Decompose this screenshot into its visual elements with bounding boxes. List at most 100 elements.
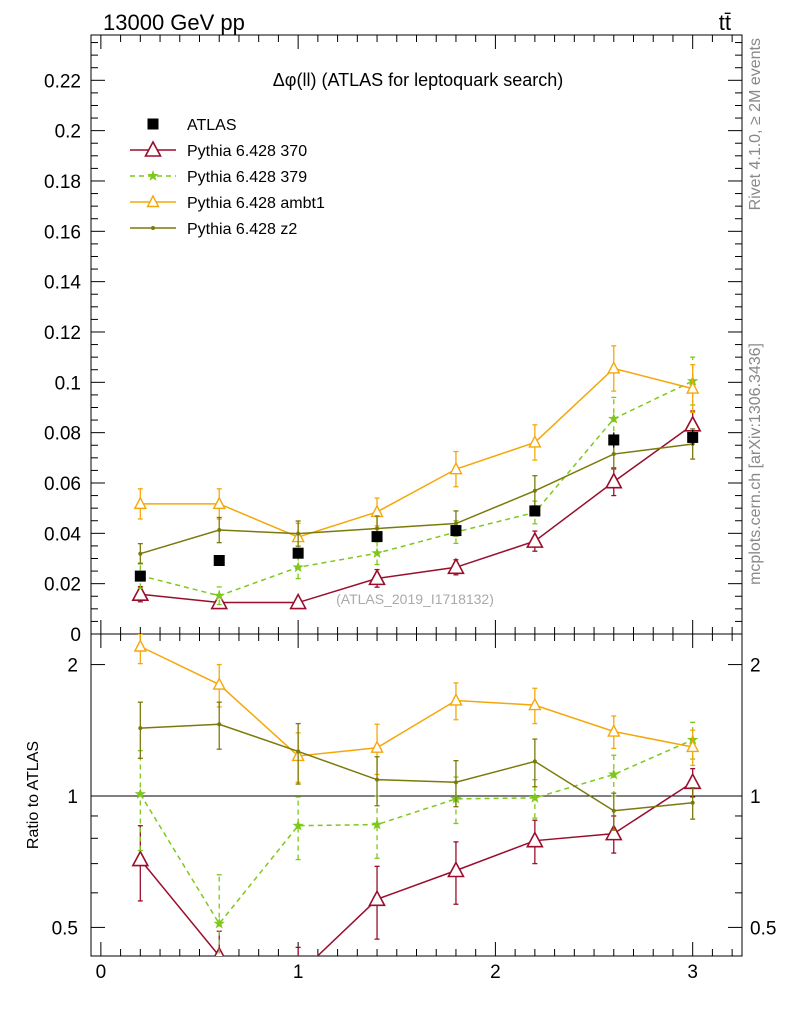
data-point	[371, 547, 383, 559]
series-atlas	[134, 429, 699, 582]
side-label-top: Rivet 4.1.0, ≥ 2M events	[747, 38, 764, 210]
data-point	[292, 819, 304, 831]
data-point	[144, 140, 162, 157]
series-line	[140, 424, 694, 604]
data-point	[611, 452, 616, 457]
data-point	[217, 528, 222, 533]
legend-label: ATLAS	[187, 117, 237, 134]
data-point	[686, 739, 700, 753]
data-point	[147, 118, 159, 130]
data-point	[368, 568, 386, 586]
side-label-bottom: mcplots.cern.ch [arXiv:1306.3436]	[747, 343, 764, 585]
legend-item: ATLAS	[147, 117, 237, 134]
series-pythia-6-428-370	[131, 768, 702, 956]
data-point	[292, 547, 304, 559]
data-point	[532, 759, 537, 764]
data-point	[292, 561, 304, 573]
data-point	[370, 740, 384, 753]
data-point	[134, 788, 147, 799]
data-point	[370, 504, 384, 518]
data-point	[151, 226, 155, 230]
data-point	[212, 677, 226, 690]
data-point	[607, 360, 621, 374]
watermark-label: (ATLAS_2019_I1718132)	[336, 591, 494, 607]
x-tick-label: 3	[687, 962, 698, 983]
data-point	[138, 551, 143, 556]
data-point	[371, 531, 383, 543]
data-point	[133, 496, 147, 510]
series-line	[140, 723, 693, 812]
legend-label: Pythia 6.428 z2	[187, 221, 297, 238]
data-point	[217, 722, 222, 727]
data-point	[526, 531, 544, 548]
energy-label: 13000 GeV pp	[103, 10, 245, 35]
data-point	[608, 768, 620, 780]
data-point	[133, 638, 147, 652]
main-axis-ticks	[91, 35, 742, 635]
legend-item: Pythia 6.428 ambt1	[130, 194, 325, 212]
series-line	[139, 645, 693, 757]
data-point	[453, 521, 458, 526]
y-tick-label: 0.12	[44, 323, 81, 344]
data-point	[146, 194, 160, 208]
ratio-y-tick-label: 2	[67, 656, 78, 677]
series-line	[139, 781, 694, 956]
y-tick-label: 0.22	[44, 71, 81, 92]
x-tick-label: 2	[490, 962, 501, 983]
ratio-y-axis-label: Ratio to ATLAS	[25, 741, 42, 849]
data-point	[604, 472, 623, 489]
data-point	[686, 381, 700, 394]
x-tick-label: 1	[293, 962, 304, 983]
data-point	[138, 726, 143, 731]
series-line	[139, 739, 693, 925]
data-point	[134, 570, 146, 582]
main-plot-panel: 0 0.02 0.04 0.06 0.08 0.1 0.12 0.14 0.16 0.18 0.2 0…	[44, 34, 743, 646]
ratio-series-group	[131, 634, 702, 956]
ratio-axis-ticks	[91, 634, 742, 956]
data-point	[687, 431, 699, 443]
y-tick-label: 0.04	[44, 524, 81, 545]
y-tick-label: 0.06	[44, 474, 81, 495]
data-point	[371, 818, 383, 830]
ratio-plot-frame	[90, 633, 743, 957]
ratio-plot-panel: 0.5 0.5 1 1 2 2 0 1 2 3 Ratio to ATLAS	[25, 633, 777, 983]
series-line	[140, 443, 693, 555]
legend-item: Pythia 6.428 379	[130, 169, 307, 186]
data-point	[532, 488, 537, 493]
legend-label: Pythia 6.428 370	[187, 143, 307, 160]
data-point	[296, 531, 301, 536]
series-pythia-6-428-z2	[137, 701, 696, 831]
x-tick-label: 0	[96, 962, 107, 983]
data-point	[213, 555, 225, 567]
data-point	[528, 434, 542, 448]
data-point	[449, 461, 463, 475]
series-line	[140, 367, 693, 538]
ratio-y-tick-labels: 0.5 0.5 1 1 2 2	[52, 656, 777, 940]
data-point	[375, 777, 380, 782]
data-point	[611, 808, 616, 813]
y-tick-label: 0.16	[44, 222, 81, 243]
data-point	[447, 860, 465, 878]
legend: ATLAS Pythia 6.428 370 Pythia 6.428 379 Pyt…	[130, 117, 325, 238]
x-tick-labels: 0 1 2 3	[96, 962, 698, 983]
data-point	[453, 780, 458, 785]
legend-label: Pythia 6.428 379	[187, 169, 307, 186]
ratio-y-tick-label: 2	[750, 656, 761, 677]
y-tick-label: 0.02	[44, 575, 81, 596]
legend-label: Pythia 6.428 ambt1	[187, 195, 325, 212]
data-point	[450, 525, 462, 537]
y-tick-label: 0.2	[55, 122, 81, 143]
data-point	[604, 823, 623, 841]
data-point	[529, 505, 541, 517]
plot-title: Δφ(ll) (ATLAS for leptoquark search)	[273, 70, 563, 90]
main-series-group	[131, 345, 702, 610]
data-point	[608, 412, 620, 424]
y-tick-label: 0.1	[55, 373, 81, 394]
legend-item: Pythia 6.428 370	[130, 140, 307, 160]
data-point	[449, 692, 463, 706]
data-point	[375, 526, 380, 531]
data-point	[289, 592, 307, 610]
data-point	[368, 889, 386, 907]
data-point	[131, 849, 150, 867]
ratio-y-tick-label: 0.5	[52, 918, 78, 939]
